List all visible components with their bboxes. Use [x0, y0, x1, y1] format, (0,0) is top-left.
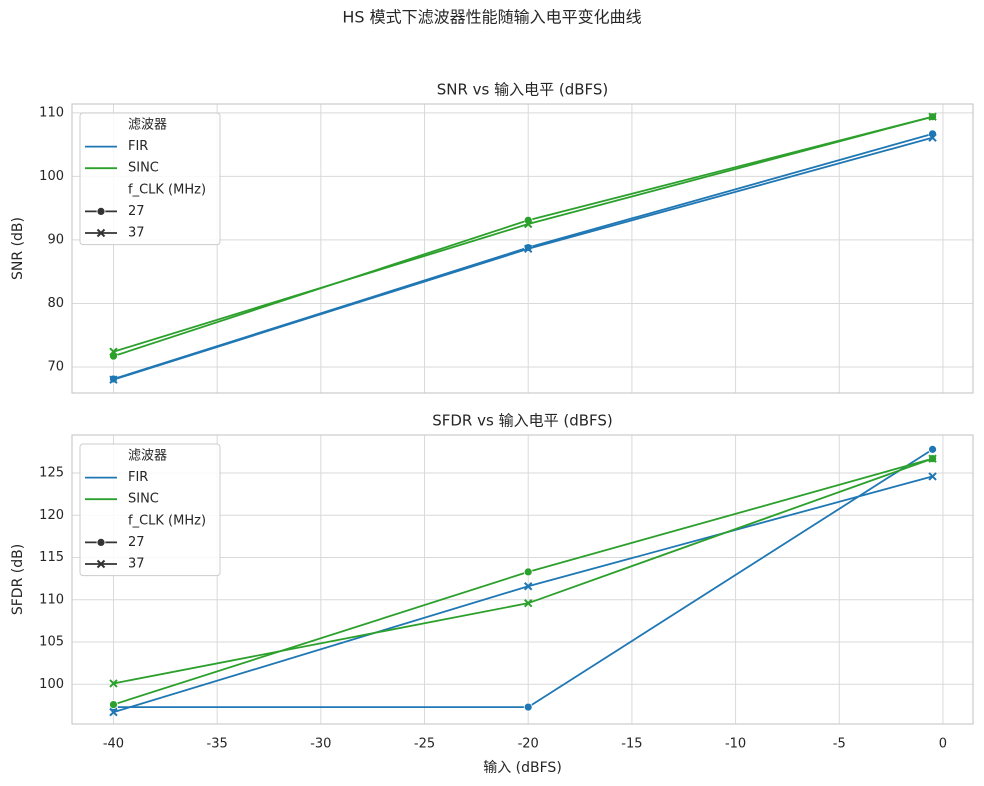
- legend-label: SINC: [128, 161, 159, 176]
- legend-label: SINC: [128, 492, 159, 507]
- y-tick-label: 115: [39, 550, 64, 565]
- legend: 滤波器 FIR SINC f_CLK (MHz) 27 37: [79, 443, 221, 577]
- y-tick-label: 100: [39, 169, 64, 184]
- marker: [523, 219, 533, 229]
- legend-label: 27: [128, 204, 145, 219]
- x-tick-label: -15: [621, 737, 642, 752]
- legend-title: 滤波器: [128, 449, 167, 464]
- x-axis-label: 输入 (dBFS): [483, 760, 562, 776]
- legend-title: f_CLK (MHz): [128, 513, 206, 528]
- marker: [109, 375, 118, 384]
- y-tick-label: 120: [39, 508, 64, 523]
- marker: [928, 444, 937, 454]
- marker: [523, 598, 533, 608]
- legend-label: 37: [128, 226, 145, 241]
- legend-title: f_CLK (MHz): [128, 182, 206, 197]
- x-tick-label: -30: [310, 737, 331, 752]
- marker: [109, 700, 118, 709]
- x-tick-label: -20: [518, 737, 539, 752]
- y-tick-label: 70: [47, 359, 64, 374]
- marker: [96, 559, 106, 569]
- series: [109, 133, 937, 384]
- series: [109, 454, 937, 688]
- x-tick-label: -40: [103, 737, 124, 752]
- x-tick-label: -35: [207, 737, 228, 752]
- marker: [928, 472, 937, 481]
- marker: [928, 454, 937, 463]
- axes-frame: [71, 434, 974, 725]
- legend-frame: [79, 112, 221, 246]
- y-axis-label: SFDR (dB): [10, 544, 26, 615]
- subplot-title: SFDR vs 输入电平 (dBFS): [432, 412, 613, 430]
- legend-title: 滤波器: [128, 118, 167, 133]
- figure-title: HS 模式下滤波器性能随输入电平变化曲线: [342, 8, 641, 27]
- legend: 滤波器 FIR SINC f_CLK (MHz) 27 37: [79, 112, 221, 246]
- marker: [523, 244, 533, 254]
- legend-label: 27: [128, 535, 145, 550]
- marker: [928, 112, 937, 121]
- x-tick-label: -5: [833, 737, 846, 752]
- x-tick-label: -10: [725, 737, 746, 752]
- marker: [109, 679, 118, 688]
- y-tick-label: 100: [39, 677, 64, 692]
- marker: [523, 567, 533, 577]
- marker: [109, 347, 118, 356]
- marker: [523, 702, 533, 712]
- marker: [96, 228, 106, 238]
- marker: [96, 538, 106, 547]
- series: [109, 472, 937, 717]
- legend-frame: [79, 443, 221, 577]
- y-tick-label: 110: [39, 105, 64, 120]
- subplot-title: SNR vs 输入电平 (dBFS): [437, 81, 609, 99]
- y-tick-label: 125: [39, 466, 64, 481]
- y-tick-label: 90: [47, 232, 64, 247]
- x-tick-label: 0: [939, 737, 947, 752]
- axes-frame: [71, 103, 974, 394]
- marker: [96, 206, 106, 216]
- marker: [523, 582, 533, 591]
- legend-label: FIR: [128, 139, 148, 154]
- series: [109, 112, 937, 356]
- legend-label: FIR: [128, 470, 148, 485]
- y-tick-label: 105: [39, 635, 64, 650]
- y-tick-label: 80: [47, 296, 64, 311]
- y-tick-label: 110: [39, 592, 64, 607]
- y-axis-label: SNR (dB): [10, 217, 26, 280]
- marker: [109, 707, 118, 717]
- x-tick-label: -25: [414, 737, 435, 752]
- legend-label: 37: [128, 557, 145, 572]
- marker: [928, 133, 937, 142]
